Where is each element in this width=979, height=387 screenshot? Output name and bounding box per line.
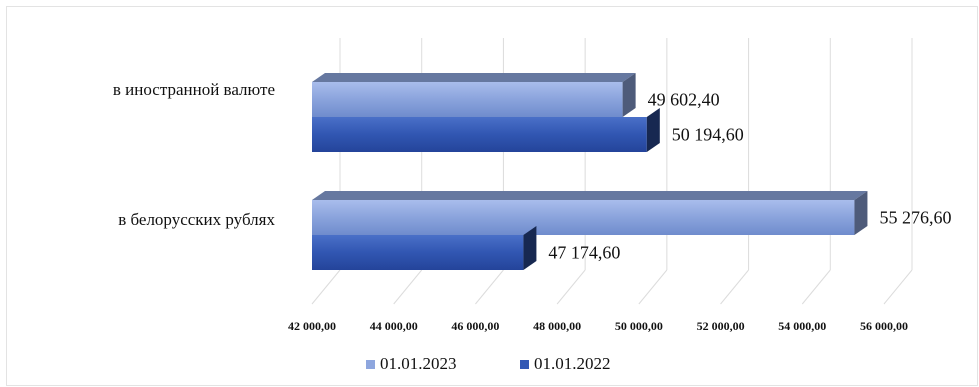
tick-label: 52 000,00 xyxy=(697,319,745,333)
tick-label: 54 000,00 xyxy=(778,319,826,333)
bar xyxy=(312,235,524,270)
tick-label: 42 000,00 xyxy=(288,319,336,333)
gridline-floor xyxy=(556,269,586,305)
bar xyxy=(312,117,647,152)
data-label: 47 174,60 xyxy=(548,243,620,263)
tick-label: 46 000,00 xyxy=(451,319,499,333)
gridline-floor xyxy=(801,269,831,305)
data-label: 49 602,40 xyxy=(648,90,720,110)
legend-swatch xyxy=(520,360,529,369)
bar-top xyxy=(312,191,868,200)
bar-top xyxy=(312,73,636,82)
legend-label: 01.01.2023 xyxy=(380,354,457,373)
tick-label: 48 000,00 xyxy=(533,319,581,333)
category-labels: в иностранной валюте в белорусских рублях xyxy=(113,80,276,229)
gridline-floor xyxy=(311,269,341,305)
data-label: 55 276,60 xyxy=(879,208,951,228)
bars xyxy=(312,73,868,270)
gridline-floor xyxy=(720,269,749,305)
gridline-floor xyxy=(393,269,423,305)
legend: 01.01.2023 01.01.2022 xyxy=(366,354,611,373)
bar-side xyxy=(854,191,868,235)
bar xyxy=(312,200,855,235)
gridline-floor xyxy=(638,269,668,305)
bar-side xyxy=(646,108,660,152)
tick-label: 50 000,00 xyxy=(615,319,663,333)
tick-label: 56 000,00 xyxy=(860,319,908,333)
value-labels: 49 602,40 50 194,60 55 276,60 47 174,60 xyxy=(548,90,951,263)
legend-swatch xyxy=(366,360,375,369)
gridline-floor xyxy=(883,269,913,305)
category-label: в белорусских рублях xyxy=(118,210,275,229)
bar-side xyxy=(622,73,636,117)
bar xyxy=(312,82,623,117)
x-axis-ticks: 42 000,00 44 000,00 46 000,00 48 000,00 50 0… xyxy=(288,319,908,333)
category-label: в иностранной валюте xyxy=(113,80,275,99)
bar-side xyxy=(523,226,537,270)
data-label: 50 194,60 xyxy=(672,125,744,145)
legend-label: 01.01.2022 xyxy=(534,354,611,373)
tick-label: 44 000,00 xyxy=(370,319,418,333)
gridline-floor xyxy=(475,269,504,305)
